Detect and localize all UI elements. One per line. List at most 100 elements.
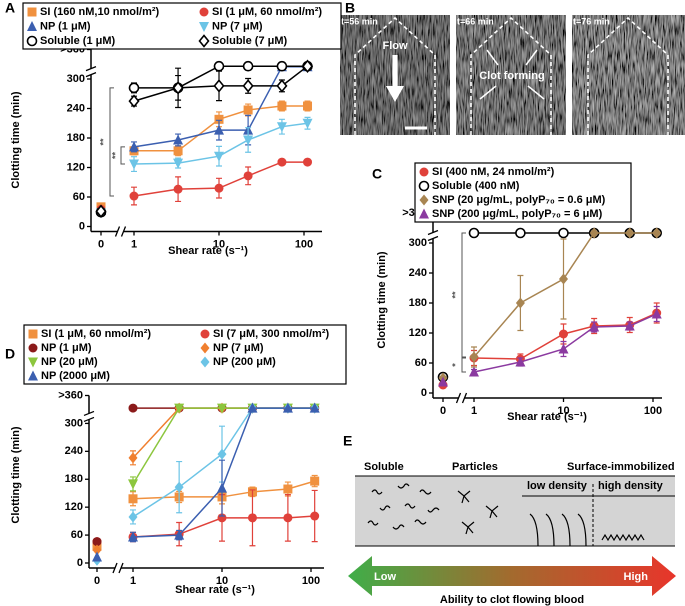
y-tick-label: 0: [77, 557, 83, 569]
y-tick-label: 300: [409, 237, 427, 249]
data-point: [277, 101, 287, 111]
data-point: [559, 329, 568, 339]
data-point: [625, 227, 635, 239]
data-point: [282, 402, 293, 413]
data-point: [128, 531, 138, 542]
significance-label: **: [450, 291, 460, 299]
legend-label: SNP (200 μg/mL, polyP₇₀ = 6 μM): [432, 208, 603, 220]
data-point: [310, 511, 320, 521]
data-point: [302, 118, 313, 129]
data-point: [128, 511, 138, 523]
y-tick-label: 120: [65, 501, 83, 513]
panel-label: B: [345, 0, 355, 16]
panel-label: C: [372, 166, 382, 182]
data-point: [217, 448, 227, 460]
legend-label: NP (1 μM): [41, 342, 92, 354]
series-line: [473, 313, 658, 373]
legend-label: SNP (20 μg/mL, polyP₇₀ = 0.6 μM): [432, 194, 606, 206]
legend-marker: [200, 329, 210, 339]
axis-break: [114, 226, 127, 237]
legend-marker: [419, 194, 429, 206]
x-tick-label: 100: [302, 575, 320, 587]
data-point: [217, 482, 227, 493]
column-label: Surface-immobilized: [567, 461, 675, 473]
y-axis-title: Clotting time (min): [10, 426, 22, 523]
y-tick-label: 0: [421, 387, 427, 399]
data-point: [589, 227, 599, 239]
legend-marker: [27, 21, 37, 31]
y-tick-label: 60: [71, 529, 83, 541]
data-point: [242, 79, 254, 93]
data-point: [558, 227, 569, 239]
legend-marker: [200, 356, 210, 368]
data-point: [515, 227, 526, 239]
axis-break: [85, 66, 97, 78]
legend-marker: [199, 22, 209, 32]
legend-label: NP (1 μM): [40, 20, 91, 32]
series-line: [133, 122, 308, 165]
panel-label: D: [5, 346, 15, 362]
data-point: [309, 402, 320, 413]
data-point: [243, 135, 254, 146]
data-point: [214, 124, 224, 135]
x-tick-label: 10: [213, 238, 225, 250]
x-tick-label: 1: [471, 405, 477, 417]
y-tick-label: 180: [65, 473, 83, 485]
caption: Ability to clot flowing blood: [440, 594, 584, 606]
data-point: [173, 134, 184, 145]
data-point: [589, 321, 600, 332]
legend-label: SI (1 μM, 60 nmol/m²): [41, 328, 151, 340]
column-label: Particles: [452, 461, 498, 473]
data-point: [303, 101, 313, 111]
legend-label: NP (7 μM): [212, 20, 263, 32]
data-point: [214, 183, 224, 193]
significance-label: *: [450, 363, 460, 367]
data-point: [95, 204, 107, 219]
x-tick-label: 100: [644, 405, 662, 417]
y-tick-label: 300: [67, 73, 85, 85]
data-point: [276, 122, 287, 133]
y-tick-label: 240: [65, 445, 83, 457]
y-tick-label: 0: [79, 220, 85, 232]
legend-label: Soluble (7 μM): [212, 35, 288, 47]
legend-label: SI (400 nM, 24 nmol/m²): [432, 166, 555, 178]
data-point: [128, 82, 140, 94]
data-point: [173, 184, 183, 194]
legend-marker: [199, 7, 209, 17]
data-point: [438, 376, 448, 387]
significance-label: **: [110, 151, 120, 159]
series-line: [473, 232, 657, 358]
y-tick-label: 180: [409, 297, 427, 309]
data-point: [213, 60, 225, 72]
data-point: [469, 351, 479, 363]
data-point: [652, 227, 662, 239]
data-point: [243, 171, 253, 181]
data-point: [515, 297, 525, 309]
data-point: [651, 308, 662, 319]
series-line: [132, 407, 315, 485]
legend-label: NP (20 μM): [41, 356, 98, 368]
data-point: [214, 114, 224, 124]
arrow-label: Low: [374, 571, 396, 583]
time-label: t=66 min: [457, 16, 494, 26]
legend-marker: [419, 208, 429, 219]
x-tick-label: 100: [295, 238, 313, 250]
data-point: [283, 484, 293, 494]
data-point: [174, 529, 185, 540]
data-point: [128, 403, 138, 413]
y-tick-label: 180: [67, 132, 85, 144]
y-tick-label: 240: [67, 102, 85, 114]
x-axis-title: Shear rate (s⁻¹): [175, 584, 255, 596]
legend-marker: [28, 357, 38, 368]
data-point: [217, 403, 227, 414]
legend-label: Soluble (400 nM): [432, 180, 520, 192]
y-axis-title: Clotting time (min): [10, 91, 22, 188]
series-line: [132, 407, 315, 538]
data-point: [558, 343, 569, 354]
column-label: Soluble: [364, 461, 404, 473]
legend: [23, 324, 347, 385]
time-label: t=56 min: [341, 16, 378, 26]
micrograph: [340, 15, 685, 135]
data-point: [174, 403, 185, 414]
legend-marker: [27, 7, 37, 17]
